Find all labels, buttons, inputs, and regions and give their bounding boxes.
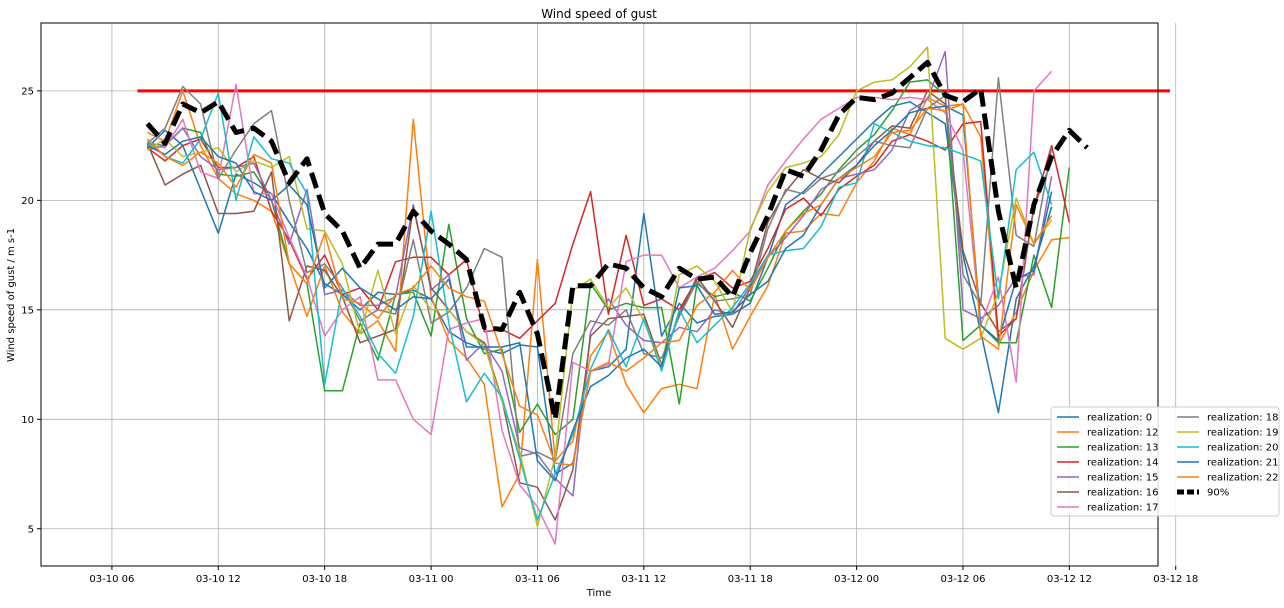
x-tick-label: 03-11 06: [515, 574, 560, 585]
legend-label: realization: 18: [1207, 413, 1279, 424]
series-line-11: [146, 103, 1053, 467]
y-axis-label: Wind speed of gust / m s-1: [6, 228, 17, 362]
series-line-6: [147, 70, 1053, 545]
y-tick-label: 20: [21, 196, 34, 207]
series-group: [145, 46, 1089, 545]
legend-label: realization: 20: [1207, 443, 1279, 454]
legend-label: realization: 19: [1207, 428, 1279, 439]
x-tick-label: 03-12 12: [1047, 574, 1092, 585]
y-tick-label: 5: [28, 524, 34, 535]
plot-frame: [40, 22, 1159, 567]
x-axis-label: Time: [586, 588, 611, 599]
x-tick-label: 03-11 12: [621, 574, 666, 585]
x-tick-label: 03-12 00: [834, 574, 879, 585]
legend-label: realization: 13: [1087, 443, 1159, 454]
x-tick-label: 03-12 18: [1153, 574, 1198, 585]
legend-label: realization: 12: [1087, 428, 1159, 439]
series-line-10: [147, 105, 1053, 482]
grid: [41, 23, 1177, 566]
series-line-0: [146, 101, 1053, 475]
y-axis-ticks: 5 10 15 20 25: [21, 86, 41, 535]
y-tick-label: 10: [21, 415, 34, 426]
legend-label: realization: 21: [1207, 458, 1279, 469]
series-line-8: [147, 46, 1053, 528]
x-tick-label: 03-12 06: [940, 574, 985, 585]
y-tick-label: 25: [21, 86, 34, 97]
legend-label: realization: 0: [1087, 413, 1152, 424]
legend-label: realization: 16: [1087, 488, 1159, 499]
x-tick-label: 03-10 12: [196, 574, 241, 585]
legend-label: realization: 17: [1087, 503, 1159, 514]
series-line-3: [146, 120, 1071, 340]
series-line-2: [147, 79, 1071, 436]
legend-label: 90%: [1207, 488, 1229, 499]
legend-label: realization: 22: [1207, 473, 1279, 484]
series-line-4: [147, 50, 1053, 497]
x-axis-ticks: 03-10 06 03-10 12 03-10 18 03-11 00 03-11 06…: [89, 566, 1198, 585]
x-tick-label: 03-11 00: [409, 574, 454, 585]
legend: realization: 0 realization: 12 realization…: [1050, 406, 1280, 517]
series-line-7: [146, 76, 1053, 462]
chart-title: Wind speed of gust: [541, 7, 657, 21]
x-tick-label: 03-10 18: [302, 574, 347, 585]
x-tick-label: 03-11 18: [728, 574, 773, 585]
series-line-9: [146, 92, 1053, 521]
legend-box: [1050, 406, 1280, 517]
legend-label: realization: 15: [1087, 473, 1159, 484]
legend-label: realization: 14: [1087, 458, 1159, 469]
x-tick-label: 03-10 06: [89, 574, 134, 585]
series-line-12: [145, 59, 1089, 422]
series-line-5: [146, 90, 1053, 521]
y-tick-label: 15: [21, 305, 34, 316]
